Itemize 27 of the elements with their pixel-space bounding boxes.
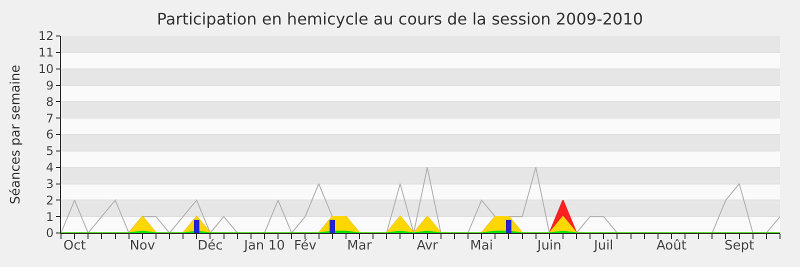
x-tick-label: Nov bbox=[130, 238, 156, 254]
x-tick-label: Mar bbox=[347, 238, 372, 254]
x-tick-label: Fév bbox=[294, 238, 317, 254]
y-tick-label: 8 bbox=[46, 94, 54, 109]
y-tick-label: 3 bbox=[46, 176, 54, 191]
y-tick-label: 10 bbox=[38, 62, 54, 76]
x-tick-label: Juin bbox=[536, 238, 562, 254]
y-tick-label: 5 bbox=[46, 144, 54, 158]
y-axis-title: Séances par semaine bbox=[8, 64, 24, 204]
y-tick-label: 2 bbox=[46, 193, 54, 208]
y-tick-label: 0 bbox=[46, 226, 54, 240]
y-tick-label: 11 bbox=[38, 46, 54, 60]
chart-title: Participation en hemicycle au cours de la session 2009-2010 bbox=[156, 9, 644, 28]
y-tick-label: 9 bbox=[46, 78, 54, 92]
y-tick-label: 1 bbox=[46, 210, 54, 224]
x-tick-label: Jan 10 bbox=[243, 238, 285, 254]
x-tick-label: Juil bbox=[592, 238, 614, 254]
x-tick-label: Mai bbox=[470, 238, 493, 254]
y-tick-label: 4 bbox=[46, 160, 54, 175]
x-tick-label: Avr bbox=[416, 238, 439, 254]
x-tick-label: Oct bbox=[63, 238, 86, 254]
x-tick-label: Déc bbox=[198, 238, 223, 254]
x-tick-label: Sept bbox=[724, 238, 754, 254]
x-tick-label: Août bbox=[656, 238, 686, 254]
y-tick-label: 6 bbox=[46, 128, 54, 142]
y-tick-label: 12 bbox=[38, 29, 54, 44]
y-tick-label: 7 bbox=[46, 111, 54, 126]
